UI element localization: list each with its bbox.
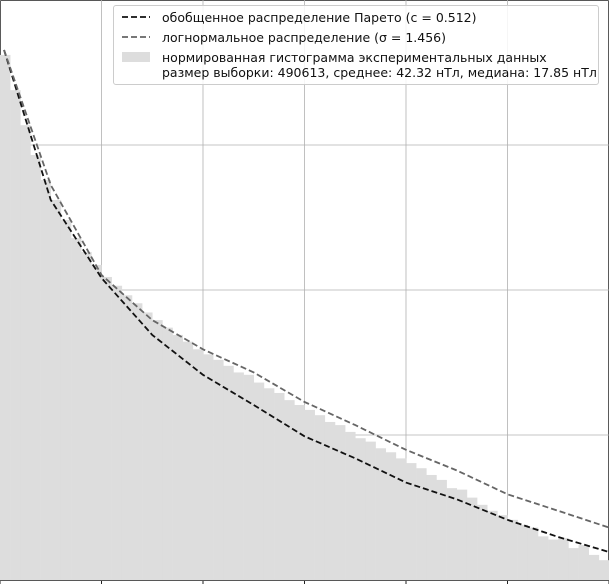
histogram-bar [395, 458, 407, 580]
legend-key [122, 30, 150, 44]
histogram-bar [385, 452, 397, 580]
histogram-bar [598, 560, 609, 580]
histogram-bar [274, 392, 285, 580]
histogram-bar [497, 515, 508, 580]
legend: обобщенное распределение Парето (c = 0.5… [113, 5, 599, 85]
histogram-bar [0, 54, 11, 580]
histogram-bar [111, 285, 123, 580]
histogram-bar [30, 155, 41, 580]
histogram-bar [477, 504, 488, 580]
histogram-bar [517, 524, 529, 580]
histogram-bar [375, 448, 386, 580]
histogram-bar [91, 264, 102, 580]
legend-entry: нормированная гистограмма эксперименталь… [122, 50, 597, 80]
histogram-bar [558, 537, 569, 580]
histogram-bar [355, 438, 366, 580]
histogram-bar [426, 474, 437, 580]
histogram-bar [507, 519, 518, 580]
histogram-bar [436, 479, 447, 580]
histogram-bar [263, 388, 275, 580]
histogram-bar [537, 536, 549, 580]
histogram-bar [406, 463, 417, 580]
legend-label: логнормальное распределение (σ = 1.456) [162, 30, 447, 45]
histogram-bar [253, 382, 265, 580]
histogram-bar [456, 489, 468, 580]
histogram-bar [172, 334, 183, 580]
histogram-bar [243, 374, 255, 580]
histogram-bar [131, 303, 143, 580]
histogram-bar [314, 415, 326, 580]
legend-key [122, 50, 150, 64]
legend-label: обобщенное распределение Парето (c = 0.5… [162, 10, 477, 25]
histogram-bar [304, 409, 315, 580]
legend-entry: обобщенное распределение Парето (c = 0.5… [122, 10, 477, 25]
histogram-bar [182, 341, 194, 580]
histogram-bar [568, 548, 579, 580]
histogram-bar [334, 425, 346, 580]
histogram-bar [446, 488, 458, 580]
histogram-bar [588, 554, 600, 580]
histogram-bar [294, 405, 305, 580]
histogram-bar [81, 251, 92, 581]
histogram-bar [233, 372, 244, 580]
histogram-bar [365, 441, 376, 580]
legend-entry: логнормальное распределение (σ = 1.456) [122, 30, 446, 45]
histogram-bar [578, 545, 589, 580]
histogram-bar [416, 468, 427, 580]
histogram-bar [487, 510, 498, 580]
histogram-bar [40, 179, 52, 581]
histogram-bar [20, 125, 31, 581]
histogram-bar [142, 312, 153, 580]
fit-curve [3, 49, 609, 553]
histogram-bar [213, 359, 224, 580]
histogram-bar [324, 421, 336, 580]
histogram-bar [527, 527, 539, 580]
histogram-bar [121, 295, 133, 580]
curves [3, 49, 609, 553]
legend-label: нормированная гистограмма эксперименталь… [162, 50, 597, 80]
histogram-bar [223, 365, 234, 580]
histogram-bar [284, 400, 295, 580]
histogram-bar [203, 354, 214, 580]
histogram-bar [50, 199, 62, 580]
histogram-bar [162, 327, 173, 580]
histogram-bar [192, 349, 204, 580]
fit-curve [3, 49, 609, 529]
histogram-bar [345, 431, 356, 580]
histogram-bar [548, 539, 559, 580]
legend-key [122, 10, 150, 24]
histogram-bar [10, 90, 21, 581]
histogram-bar [152, 320, 163, 580]
histogram [0, 54, 609, 581]
histogram-bar [60, 219, 72, 580]
histogram-bar [466, 497, 478, 580]
histogram-bar [71, 238, 82, 581]
histogram-bar [101, 276, 112, 580]
